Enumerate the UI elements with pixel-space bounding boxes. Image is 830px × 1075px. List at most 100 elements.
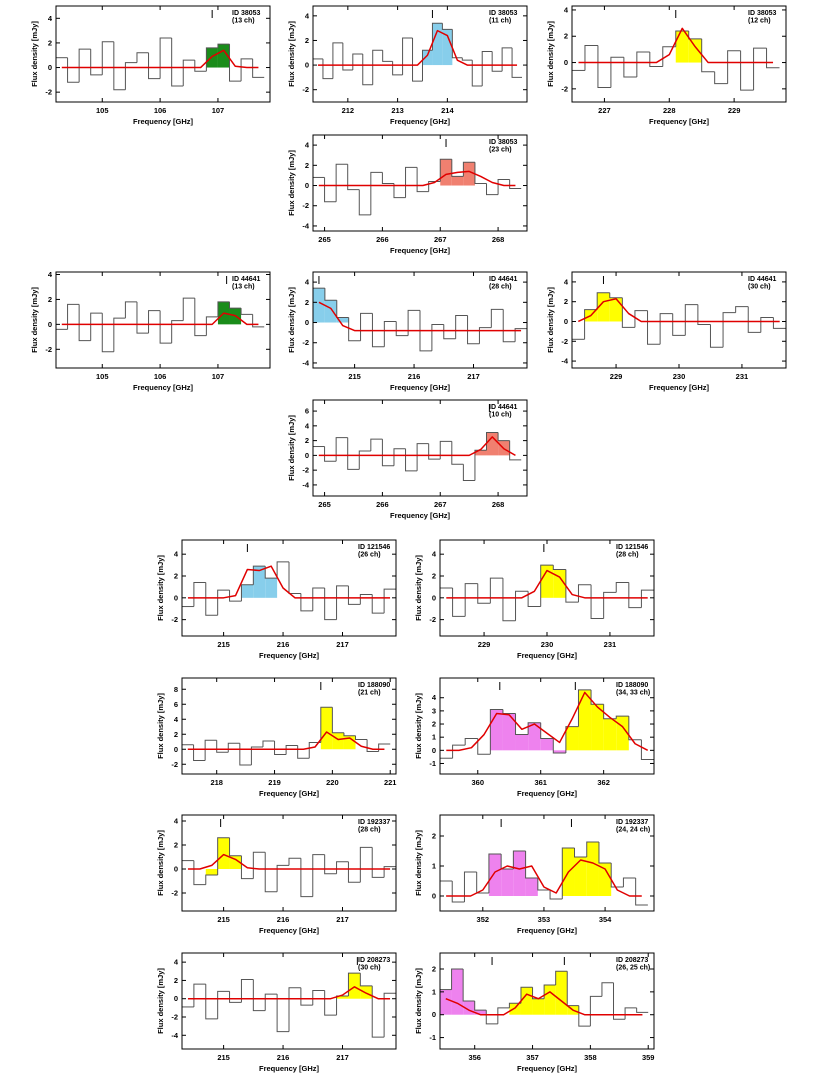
y-tick-label: -2: [302, 201, 309, 210]
y-tick-label: -2: [561, 84, 568, 93]
plot-area: [572, 292, 786, 348]
panel-label: (28 ch): [358, 827, 381, 834]
spectrum-channel: [136, 52, 149, 63]
spectrum-channel: [343, 732, 356, 737]
y-tick-label: 0: [564, 58, 568, 67]
x-tick-label: 221: [384, 778, 397, 787]
plot-area: [56, 297, 265, 353]
spectrum-channel: [171, 38, 184, 87]
x-axis-label: Frequency [GHz]: [517, 1064, 578, 1073]
spectrum-channel: [486, 183, 499, 196]
y-axis-label: Flux density [mJy]: [287, 415, 296, 481]
x-axis-label: Frequency [GHz]: [133, 117, 194, 126]
spectrum-channel: [276, 561, 289, 579]
spectrum-channel: [467, 315, 480, 345]
spectrum-channel: [240, 979, 254, 1003]
line-channel: [609, 297, 623, 322]
y-tick-label: 0: [432, 746, 436, 755]
line-channel: [463, 1001, 475, 1015]
y-tick-label: 4: [48, 270, 53, 279]
spectrum-channel: [610, 56, 624, 88]
line-channel: [442, 29, 453, 66]
line-channel: [586, 842, 599, 896]
panel-label: (24, 24 ch): [616, 827, 650, 834]
line-channel: [501, 869, 514, 896]
spectrum-channel: [578, 1005, 591, 1027]
line-channel: [488, 854, 502, 896]
spectrum-channel: [451, 159, 464, 177]
y-tick-label: 2: [564, 32, 568, 41]
y-tick-label: 1: [432, 733, 436, 742]
spectrum-channel: [392, 61, 403, 76]
spectrum-channel: [159, 37, 172, 79]
spectrum-channel: [525, 851, 538, 879]
panel-label: ID 192337: [616, 819, 648, 826]
y-tick-label: -2: [171, 1013, 178, 1022]
spectrum-channel: [609, 292, 623, 299]
plot-frame: [181, 539, 397, 637]
plot-frame: [181, 952, 397, 1050]
y-axis-label: Flux density [mJy]: [156, 693, 165, 759]
y-tick-label: 0: [432, 892, 436, 901]
spectrum-channel: [565, 569, 579, 603]
line-channel: [540, 738, 554, 751]
spectrum-channel: [205, 47, 218, 72]
spectrum-channel: [285, 745, 298, 755]
x-tick-label: 352: [477, 915, 490, 924]
x-axis-label: Frequency [GHz]: [517, 926, 578, 935]
spectrum-channel: [240, 308, 253, 315]
spectrum-channel: [584, 309, 598, 340]
panel-label: (13 ch): [232, 18, 255, 25]
spectrum-channel: [194, 298, 207, 337]
panel: 215 216 217 -2 0 2 4 Frequency [GHz] Flux densit…: [156, 539, 397, 660]
spectrum-channel: [252, 851, 266, 879]
line-channel: [532, 998, 545, 1015]
spectrum-channel: [288, 857, 301, 866]
panel-label: (12 ch): [748, 18, 771, 25]
spectrum-channel: [416, 167, 429, 193]
y-axis-label: Flux density [mJy]: [546, 287, 555, 353]
spectrum-channel: [217, 43, 230, 48]
line-channel: [422, 50, 433, 66]
y-tick-label: 2: [48, 295, 52, 304]
spectrum-channel: [635, 878, 648, 906]
spectrum-channel: [634, 310, 648, 328]
panel: 215 216 217 -4 -2 0 2 4 Frequency [GHz] Flux dens…: [287, 271, 528, 392]
line-channel: [525, 878, 538, 896]
spectrum-channel: [443, 324, 456, 340]
y-tick-label: 2: [174, 730, 178, 739]
y-tick-label: -2: [302, 85, 309, 94]
spectrum-channel: [597, 45, 611, 89]
spectrum-channel: [649, 52, 663, 67]
line-channel: [343, 735, 356, 750]
spectrum-channel: [90, 49, 103, 76]
y-tick-label: 0: [305, 181, 309, 190]
x-tick-label: 229: [610, 372, 623, 381]
spectrum-channel: [428, 443, 441, 460]
spectrum-channel: [171, 320, 184, 344]
line-channel: [540, 565, 554, 598]
panel-label: (10 ch): [489, 412, 512, 419]
fit-curve: [318, 436, 516, 457]
y-tick-label: 4: [305, 278, 310, 287]
spectrum-channel: [347, 972, 361, 996]
spectrum-channel: [747, 306, 761, 333]
spectrum-channel: [300, 987, 313, 1006]
spectrum-channel: [217, 589, 230, 616]
y-tick-label: 0: [305, 318, 309, 327]
spectrum-channel: [324, 854, 337, 875]
fit-curve: [317, 29, 518, 66]
line-channel: [502, 713, 516, 751]
spectrum-channel: [760, 317, 774, 333]
spectrum-channel: [540, 564, 554, 607]
panel-label: (30 ch): [748, 284, 771, 291]
panel: 265 266 267 268 -4 -2 0 2 4 6 Frequency [GHz] Flux …: [287, 399, 528, 520]
y-tick-label: 3: [432, 706, 436, 715]
spectrum-channel: [262, 740, 275, 747]
spectrum-channel: [636, 1007, 649, 1013]
x-tick-label: 231: [736, 372, 749, 381]
panel-label: ID 44641: [232, 276, 261, 283]
spectrum-channel: [370, 438, 383, 451]
spectrum-channel: [274, 741, 287, 755]
